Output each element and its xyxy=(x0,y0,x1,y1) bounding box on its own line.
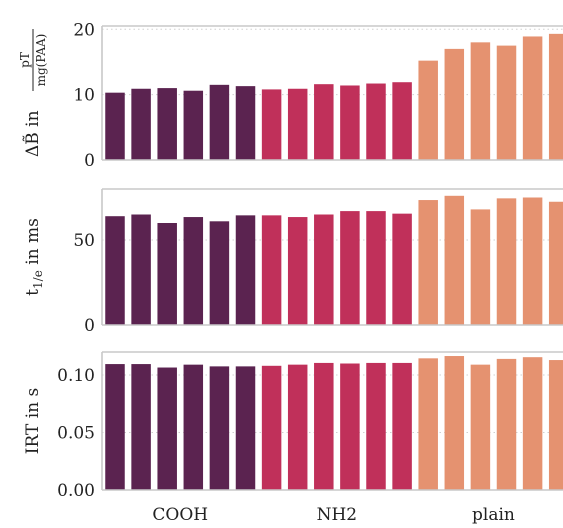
bar-plain xyxy=(548,33,563,160)
bar-nh2 xyxy=(314,84,334,160)
bar-nh2 xyxy=(287,88,308,160)
y-tick-label: 20 xyxy=(73,20,95,40)
bar-plain xyxy=(470,364,491,490)
bar-cooh xyxy=(105,364,125,490)
y-axis-label-text: t1/e in ms xyxy=(23,218,45,296)
bar-nh2 xyxy=(366,83,386,160)
bar-cooh xyxy=(157,223,177,325)
bar-nh2 xyxy=(314,362,334,490)
bar-nh2 xyxy=(287,217,308,325)
bar-nh2 xyxy=(340,211,360,325)
bar-cooh xyxy=(105,216,125,325)
bar-cooh xyxy=(183,217,204,325)
bar-plain xyxy=(522,357,543,490)
bar-plain xyxy=(470,42,491,161)
bar-cooh xyxy=(157,367,177,490)
y-axis-label-text: ΔB̃ in xyxy=(23,110,43,157)
x-category-label: NH2 xyxy=(317,505,358,525)
bar-plain xyxy=(418,200,438,325)
bar-plain xyxy=(548,201,563,325)
bar-nh2 xyxy=(366,211,386,325)
bar-cooh xyxy=(105,92,125,160)
bar-cooh xyxy=(235,86,256,160)
bar-cooh xyxy=(131,214,151,325)
panel-2: 0 50 t1/e in ms xyxy=(23,188,563,336)
fraction-numerator: pT xyxy=(18,52,32,68)
bar-cooh xyxy=(209,84,230,160)
y-tick-label: 0.00 xyxy=(57,481,95,501)
bar-cooh xyxy=(131,88,151,160)
y-tick-label: 10 xyxy=(73,86,95,106)
bar-plain xyxy=(444,356,465,490)
fraction-denominator: mg(PAA) xyxy=(34,34,48,87)
bar-nh2 xyxy=(340,85,360,160)
bar-nh2 xyxy=(340,363,360,490)
bar-nh2 xyxy=(366,362,386,490)
panel-3: 0.00 0.05 0.10 IRT in s xyxy=(23,351,563,501)
bar-nh2 xyxy=(314,214,334,325)
bar-nh2 xyxy=(261,365,282,490)
bar-plain xyxy=(496,198,517,325)
y-tick-label: 0 xyxy=(84,151,95,171)
y-tick-label: 0.05 xyxy=(57,424,95,444)
x-category-label: COOH xyxy=(152,505,208,525)
bar-cooh xyxy=(183,364,204,490)
bar-plain xyxy=(470,209,491,325)
y-axis-label: IRT in s xyxy=(23,388,43,454)
bar-cooh xyxy=(131,364,151,490)
bar-plain xyxy=(496,45,517,160)
bar-plain xyxy=(418,60,438,160)
y-tick-label: 0 xyxy=(84,316,95,336)
bar-plain xyxy=(522,36,543,160)
bar-plain xyxy=(418,358,438,490)
bar-cooh xyxy=(235,366,256,490)
bar-plain xyxy=(444,195,465,325)
bar-plain xyxy=(444,48,465,160)
bar-nh2 xyxy=(392,213,412,325)
y-tick-label: 50 xyxy=(73,231,95,251)
bar-cooh xyxy=(157,88,177,160)
bar-cooh xyxy=(183,90,204,160)
bar-plain xyxy=(496,358,517,490)
y-tick-label: 0.10 xyxy=(57,366,95,386)
bar-nh2 xyxy=(287,364,308,490)
bar-nh2 xyxy=(392,82,412,160)
bar-cooh xyxy=(209,221,230,325)
y-axis-label: t1/e in ms xyxy=(23,218,45,296)
bar-cooh xyxy=(235,215,256,325)
bar-nh2 xyxy=(261,215,282,325)
bar-cooh xyxy=(209,366,230,490)
y-axis-label: ΔB̃ in pT mg(PAA) xyxy=(18,29,48,157)
bar-plain xyxy=(522,197,543,325)
bar-nh2 xyxy=(392,362,412,490)
bar-nh2 xyxy=(261,89,282,160)
panel-1: 0 10 20 ΔB̃ in pT mg(PAA) xyxy=(18,20,563,171)
x-category-label: plain xyxy=(472,505,515,525)
bar-plain xyxy=(548,360,563,490)
